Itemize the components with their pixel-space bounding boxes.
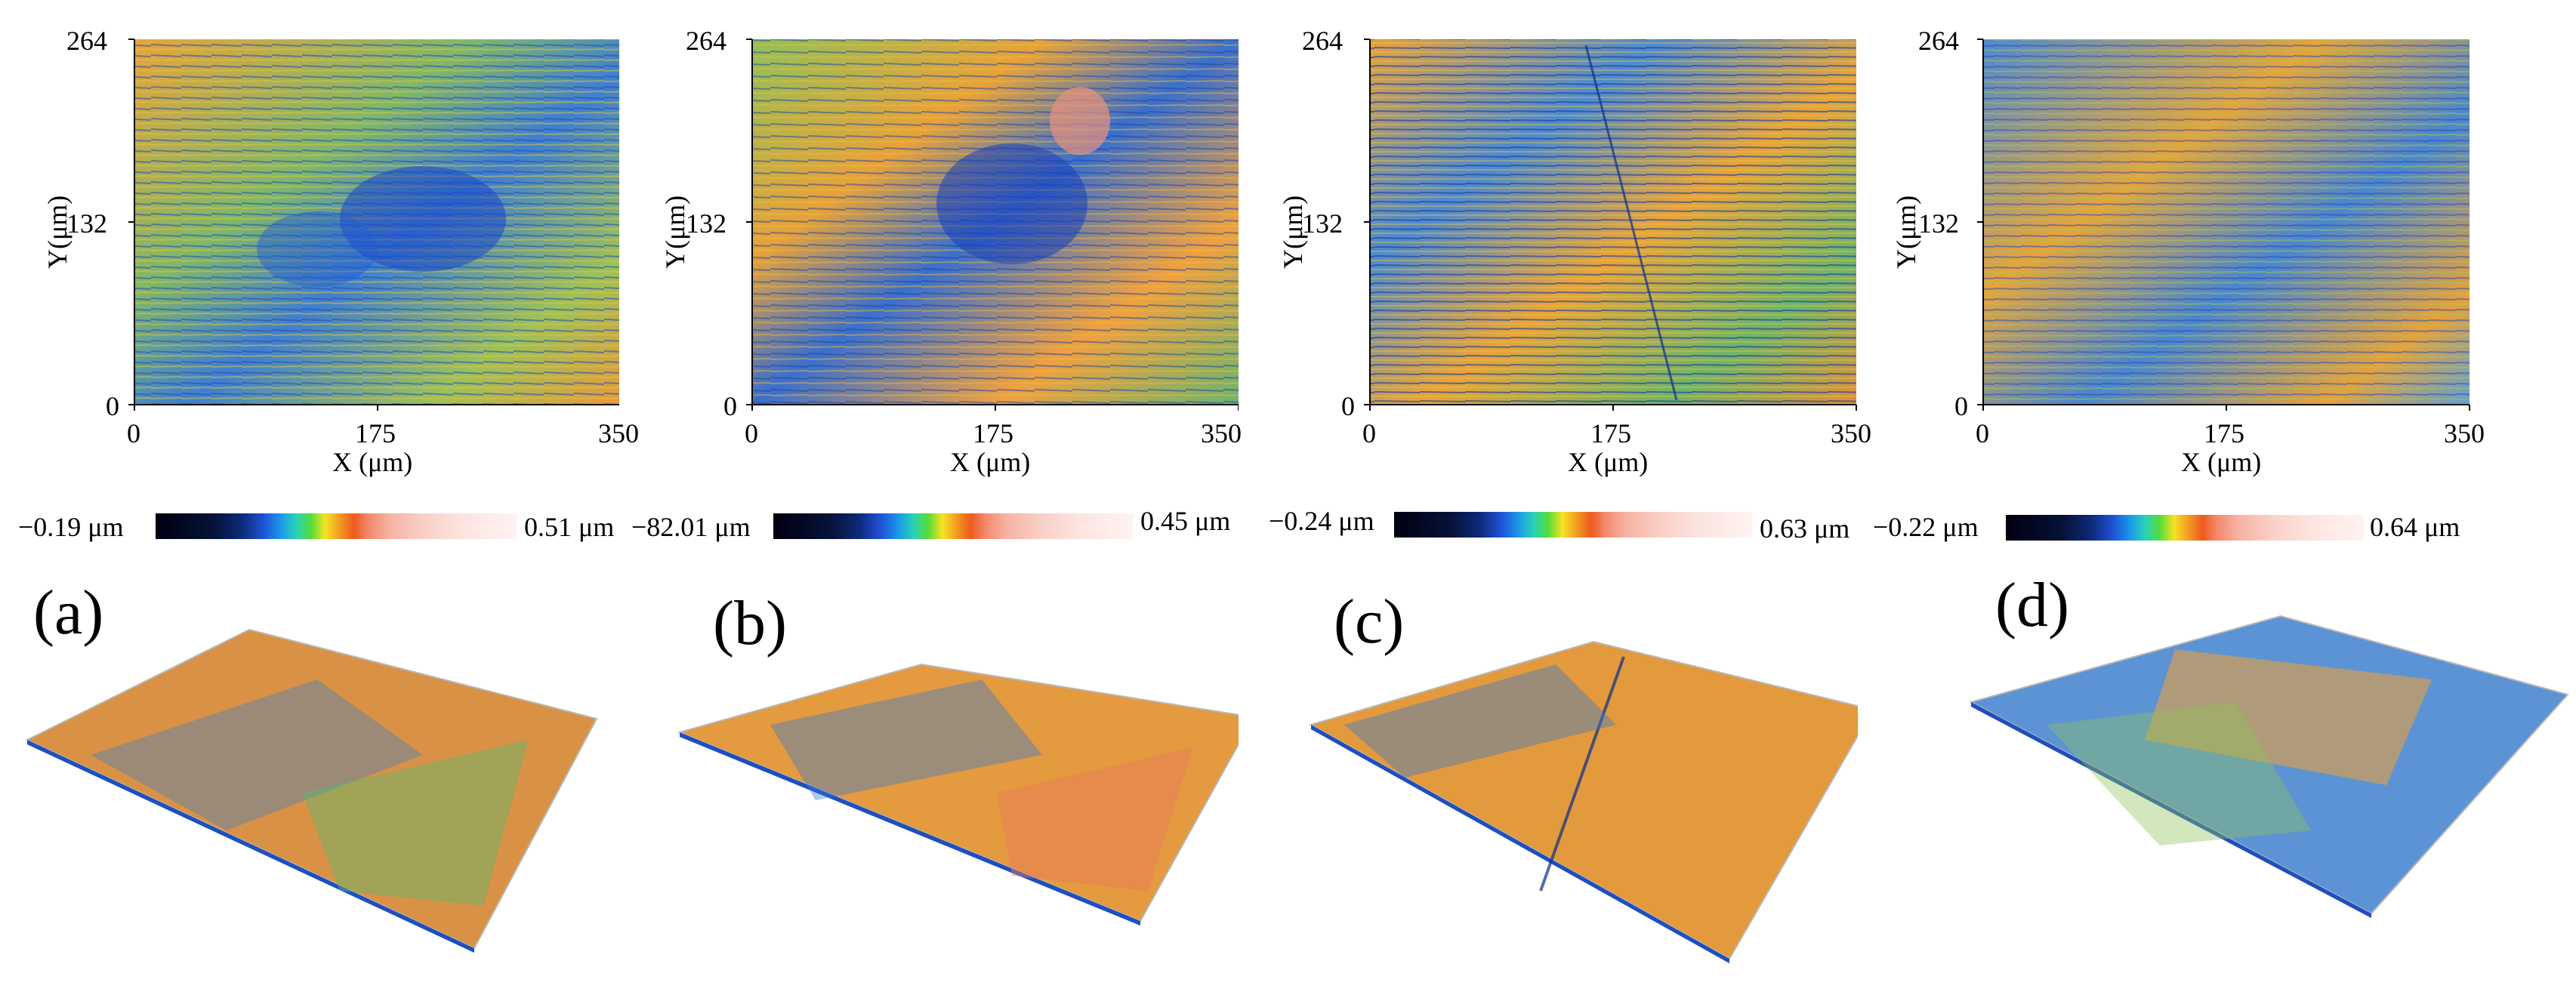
x-axis-label: X (μm) xyxy=(2181,447,2262,477)
surface-3d-a xyxy=(25,628,598,953)
x-tick-175: 175 xyxy=(973,418,1013,448)
panel-a: 264 132 0 Y(μm) 0 175 350 X (μm) −0.19 μ… xyxy=(0,0,639,989)
panel-b: 264 132 0 Y(μm) 0 175 350 X (μm) −82.01 … xyxy=(619,0,1242,989)
x-tick-350: 350 xyxy=(1831,418,1871,448)
x-tick-175: 175 xyxy=(2204,418,2244,448)
height-map-a xyxy=(128,39,619,411)
x-tick-175: 175 xyxy=(355,418,396,448)
x-axis-label: X (μm) xyxy=(950,447,1031,477)
y-tick-0: 0 xyxy=(1954,391,1968,421)
height-map-c xyxy=(1364,39,1857,411)
y-tick-132: 132 xyxy=(66,208,107,239)
y-tick-132: 132 xyxy=(1302,208,1343,239)
x-axis-label: X (μm) xyxy=(1568,447,1649,477)
surface-3d-d xyxy=(1969,615,2569,918)
x-tick-0: 0 xyxy=(745,418,758,448)
y-tick-264: 264 xyxy=(1918,26,1959,56)
colorbar-min: −82.01 μm xyxy=(631,512,751,542)
panel-c: 264 132 0 Y(μm) 0 175 350 X (μm) −0.24 μ… xyxy=(1239,0,1871,989)
colorbar-min: −0.22 μm xyxy=(1873,512,1979,542)
surface-3d-b xyxy=(677,663,1239,926)
colorbar-max: 0.51 μm xyxy=(524,512,615,542)
colorbar-min: −0.24 μm xyxy=(1269,506,1374,536)
x-tick-0: 0 xyxy=(1976,418,1989,448)
x-tick-0: 0 xyxy=(127,418,140,448)
height-map-d xyxy=(1977,39,2470,411)
colorbar xyxy=(156,513,517,539)
panel-label: (a) xyxy=(33,578,104,648)
x-tick-175: 175 xyxy=(1590,418,1631,448)
y-tick-264: 264 xyxy=(1302,26,1343,56)
surface-3d-c xyxy=(1309,640,1858,963)
colorbar xyxy=(1394,512,1752,538)
y-tick-0: 0 xyxy=(1341,391,1355,421)
y-tick-0: 0 xyxy=(723,391,737,421)
y-tick-132: 132 xyxy=(1918,208,1959,239)
colorbar xyxy=(2006,515,2364,541)
colorbar xyxy=(773,513,1133,539)
panel-d: 264 132 0 Y(μm) 0 175 350 X (μm) −0.22 μ… xyxy=(1858,0,2569,989)
x-tick-0: 0 xyxy=(1362,418,1376,448)
height-map-b xyxy=(746,39,1239,411)
y-tick-132: 132 xyxy=(686,208,727,239)
x-tick-350: 350 xyxy=(1201,418,1242,448)
colorbar-max: 0.63 μm xyxy=(1760,513,1850,544)
colorbar-max: 0.64 μm xyxy=(2370,512,2460,542)
colorbar-max: 0.45 μm xyxy=(1140,506,1231,536)
panel-label: (d) xyxy=(1995,570,2069,640)
panel-label: (c) xyxy=(1334,587,1405,657)
y-tick-264: 264 xyxy=(686,26,727,56)
x-axis-label: X (μm) xyxy=(332,447,413,477)
y-tick-264: 264 xyxy=(66,26,107,56)
colorbar-min: −0.19 μm xyxy=(18,512,124,542)
x-tick-350: 350 xyxy=(2444,418,2485,448)
x-tick-350: 350 xyxy=(598,418,639,448)
y-tick-0: 0 xyxy=(106,391,119,421)
panel-label: (b) xyxy=(713,588,787,658)
